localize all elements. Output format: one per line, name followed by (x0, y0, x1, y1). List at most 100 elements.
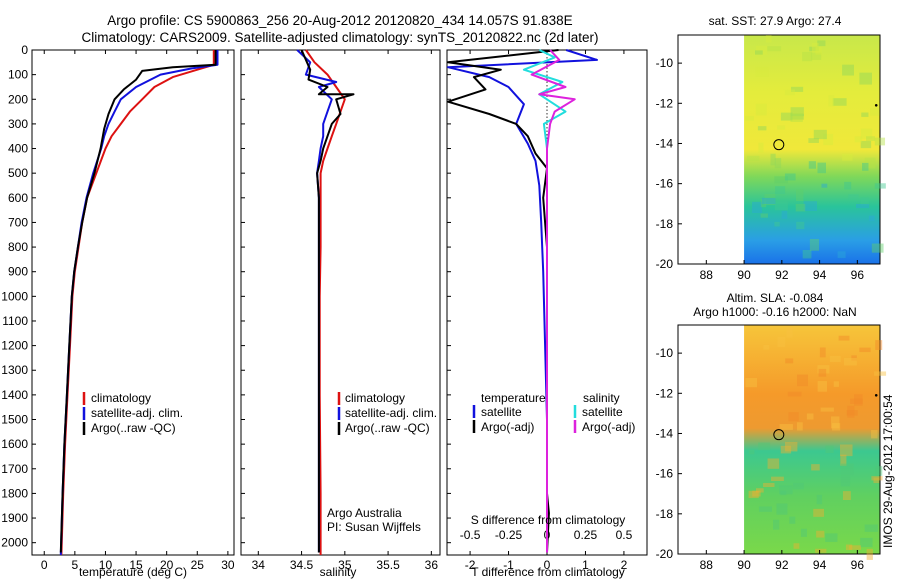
heatmap-cell (755, 488, 764, 493)
legend-label-temp-argo: Argo(-adj) (481, 420, 534, 434)
heatmap-cell (860, 537, 873, 548)
heatmap-cell (786, 326, 793, 338)
heatmap-cell (825, 445, 834, 454)
legend-label-sal-argo: Argo(-adj) (582, 420, 635, 434)
difference-series (447, 49, 598, 553)
y-tick-label: 1300 (1, 363, 28, 377)
heatmap-cell (840, 444, 853, 457)
heatmap-cell (813, 129, 827, 140)
y-tick-label: 1600 (1, 437, 28, 451)
heatmap-cell (875, 466, 883, 476)
heatmap-cell (761, 197, 776, 205)
heatmap-cell (760, 213, 768, 218)
heatmap-cell (817, 381, 827, 392)
y-tick-label: 900 (8, 265, 28, 279)
lat-tick-label: -10 (656, 346, 674, 360)
float-track-dot (874, 104, 878, 107)
heatmap-cell (859, 72, 872, 85)
imos-credit: IMOS 29-Aug-2012 17:00:54 (881, 394, 895, 548)
heatmap-cell (780, 490, 787, 496)
legend-label-temp-satellite: satellite (481, 405, 522, 419)
y-tick-label: 1200 (1, 339, 28, 353)
heatmap-cell (874, 137, 886, 146)
heatmap-cell (871, 243, 884, 253)
heatmap-cell (816, 494, 823, 505)
series-line-argo-raw-qc- (300, 49, 355, 553)
heatmap-cell (845, 544, 853, 550)
y-tick-label: 1100 (2, 314, 28, 328)
heatmap-cell (870, 108, 880, 116)
y-tick-label: 300 (8, 117, 28, 131)
heatmap-cell (818, 368, 827, 377)
heatmap-cell (809, 46, 819, 52)
heatmap-cell (848, 194, 859, 200)
heatmap-cell (823, 133, 834, 146)
heatmap-cell (806, 413, 814, 420)
heatmap-cell (752, 490, 761, 497)
heatmap-cell (816, 530, 825, 538)
heatmap-cell (817, 365, 830, 374)
heatmap-cell (813, 508, 825, 517)
heatmap-cell (764, 194, 776, 206)
heatmap-cell (774, 201, 788, 211)
heatmap-cell (871, 430, 878, 439)
sst-map-panel: sat. SST: 27.9 Argo: 27.4 88 90 92 94 96 -10… (656, 14, 886, 282)
y-tick-label: 1400 (1, 388, 28, 402)
heatmap-cell (746, 155, 760, 162)
s-tick-label: 0.5 (616, 528, 633, 542)
difference-panel: -2 -1 0 1 2 -0.5 -0.25 0 0.25 0.5 S difference f… (446, 49, 648, 579)
x-tick-label: 10 (99, 558, 113, 572)
heatmap-cell (860, 197, 869, 206)
heatmap-cell (781, 210, 788, 219)
legend-label-satellite: satellite-adj. clim. (91, 406, 183, 420)
pi-label: PI: Susan Wijffels (327, 520, 421, 534)
heatmap-cell (795, 203, 806, 212)
heatmap-cell (868, 215, 875, 222)
heatmap-cell (784, 89, 795, 96)
float-location-marker (773, 139, 785, 151)
heatmap-cell (846, 410, 858, 416)
lon-tick-label: 92 (775, 268, 789, 282)
sla-heatmap (744, 325, 880, 554)
s-tick-label: -0.5 (460, 528, 481, 542)
lat-tick-label: -14 (656, 426, 674, 440)
heatmap-cell (843, 357, 857, 366)
heatmap-cell (763, 344, 770, 350)
lat-tick-label: -18 (656, 217, 674, 231)
float-track-dot (874, 394, 878, 397)
heatmap-cell (788, 412, 799, 422)
figure-title-line-2: Climatology: CARS2009. Satellite-adjuste… (81, 30, 598, 45)
heatmap-cell (861, 112, 869, 117)
heatmap-cell (862, 162, 869, 171)
salinity-legend: climatology satellite-adj. clim. Argo(..… (337, 391, 437, 435)
x-tick-label: 5 (72, 558, 79, 572)
y-tick-label: 100 (8, 68, 28, 82)
x-tick-label: 15 (129, 558, 143, 572)
x-tick-label: 35.5 (376, 558, 400, 572)
heatmap-cell (785, 441, 798, 452)
heatmap-cell (770, 153, 776, 166)
heatmap-cell (874, 183, 886, 189)
series-line-salinity-argo-adj- (530, 49, 576, 553)
heatmap-cell (760, 198, 767, 208)
lat-tick-label: -12 (656, 96, 674, 110)
heatmap-cell (787, 391, 802, 397)
lat-tick-label: -10 (656, 56, 674, 70)
heatmap-cell (851, 355, 857, 361)
heatmap-cell (844, 181, 852, 190)
salinity-panel: 34 34.5 35 35.5 36 salinity climatology sate… (240, 49, 441, 579)
heatmap-cell (779, 424, 793, 430)
heatmap-cell (758, 442, 771, 451)
salinity-axes-frame (240, 49, 441, 556)
y-tick-label: 1700 (1, 462, 28, 476)
sst-lon-tick-labels: 88 90 92 94 96 (700, 260, 864, 282)
heatmap-cell (832, 98, 847, 106)
float-location-marker (773, 429, 785, 441)
heatmap-cell (860, 140, 872, 149)
heatmap-cell (771, 476, 784, 482)
heatmap-cell (776, 503, 788, 515)
y-tick-label: 1900 (1, 511, 28, 525)
depth-tick-labels: 0 100 200 300 400 500 600 700 800 900 1000 1100 1200… (1, 43, 36, 550)
heatmap-cell (796, 422, 803, 431)
lat-tick-label: -20 (656, 547, 674, 561)
